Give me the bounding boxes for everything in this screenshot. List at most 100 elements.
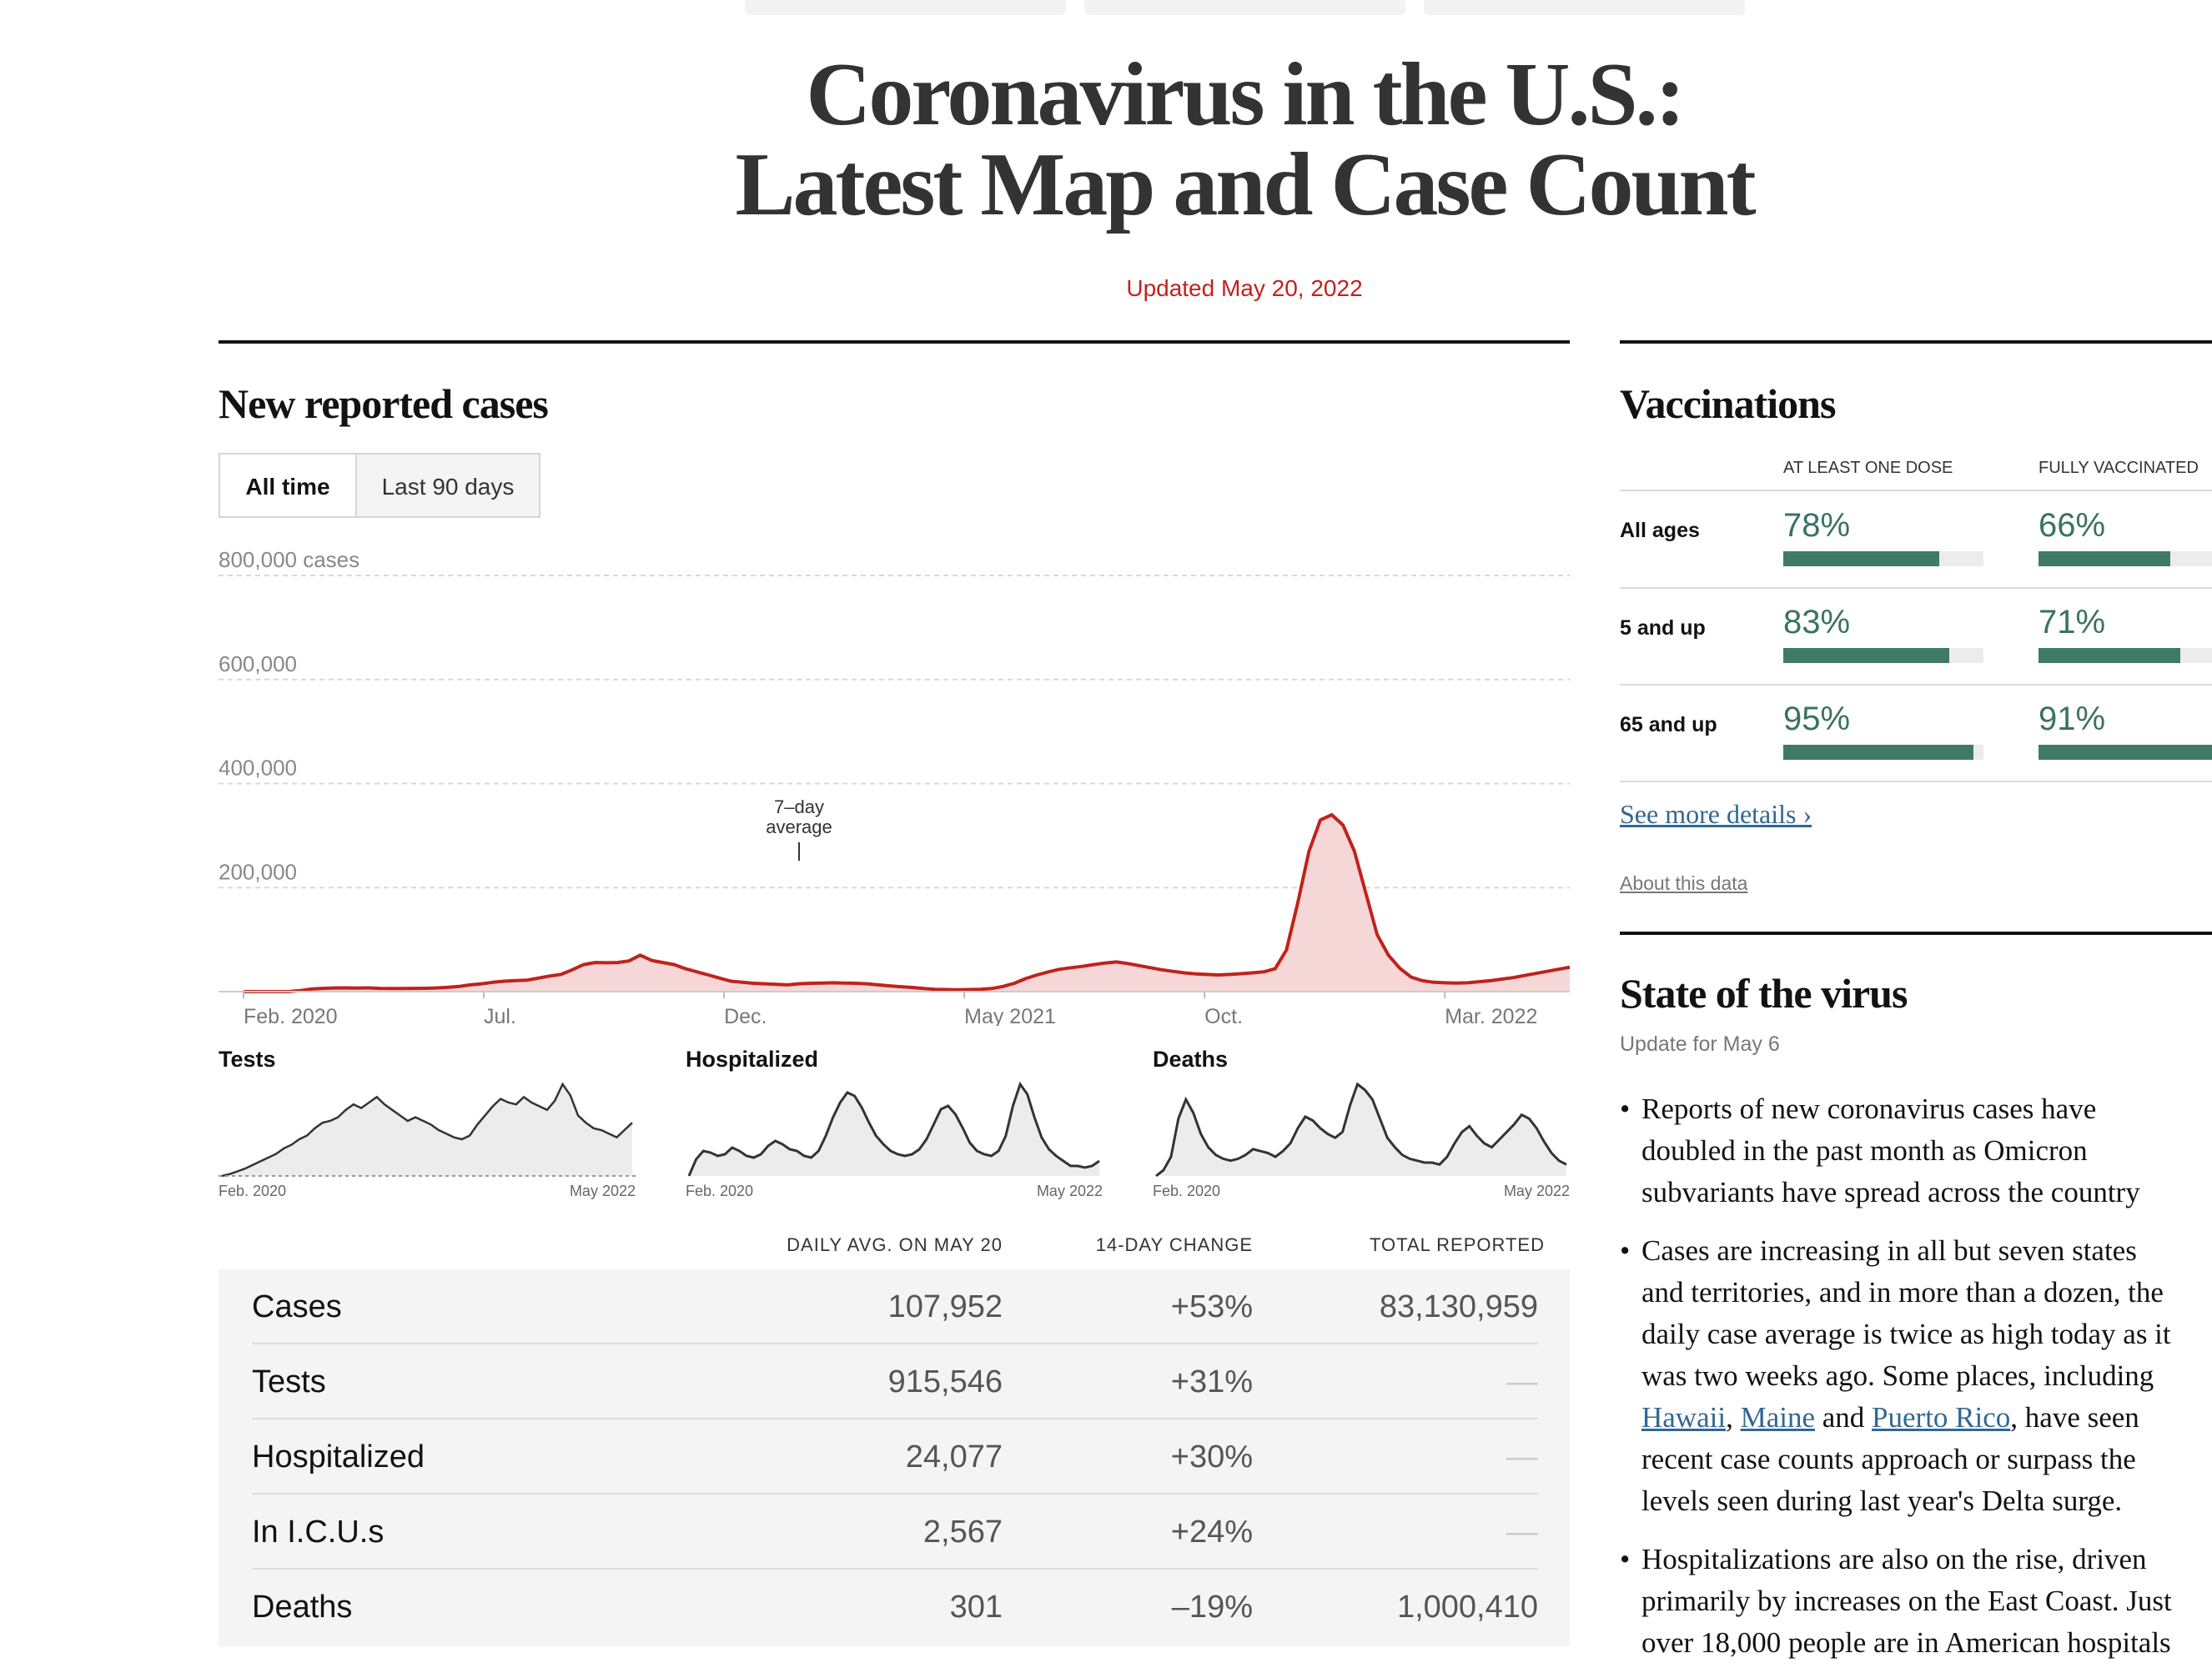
row-total: — — [1506, 1439, 1538, 1475]
x-tick-label: Dec. — [724, 1005, 767, 1026]
vacc-one-dose-bar — [1783, 551, 1983, 566]
mini-chart-tests-title: Tests — [219, 1047, 276, 1072]
toggle-last-90-days[interactable]: Last 90 days — [355, 453, 540, 518]
bullet-line: Cases are increasing in all but seven st… — [1641, 1234, 2137, 1267]
y-tick-label: 800,000 cases — [219, 547, 359, 572]
vacc-one-dose-bar-fill — [1783, 745, 1973, 760]
bullet-line: primarily by increases on the East Coast… — [1641, 1585, 2172, 1617]
row-change: +30% — [1170, 1439, 1253, 1475]
vacc-one-dose-bar-fill — [1783, 551, 1940, 566]
x-tick-label: May 2021 — [964, 1005, 1056, 1026]
row-daily: 915,546 — [887, 1364, 1003, 1399]
deaths-mini-area — [1156, 1084, 1566, 1176]
row-daily: 2,567 — [923, 1515, 1003, 1550]
x-tick-label: Jul. — [484, 1005, 516, 1026]
bullet-line: levels seen during last year's Delta sur… — [1641, 1485, 2123, 1517]
x-tick-label: Oct. — [1204, 1005, 1243, 1026]
toggle-all-time[interactable]: All time — [219, 453, 357, 518]
vacc-divider — [1620, 684, 2212, 686]
vacc-row-label: 65 and up — [1620, 713, 1717, 736]
mini-hosp-x-start: Feb. 2020 — [686, 1183, 754, 1199]
vacc-full-bar-fill — [2039, 551, 2171, 566]
deaths-mini-line — [1155, 1082, 1567, 1178]
row-divider — [252, 1343, 1538, 1344]
bullet-line: was two weeks ago. Some places, includin… — [1641, 1359, 2154, 1392]
page-title-line-1: Coronavirus in the U.S.: — [806, 45, 1685, 144]
row-change: +24% — [1170, 1515, 1253, 1550]
row-label: Hospitalized — [252, 1439, 425, 1475]
vaccinations-title: Vaccinations — [1620, 380, 1836, 427]
vacc-full-bar — [2039, 745, 2212, 760]
bullet-line: and territories, and in more than a doze… — [1641, 1276, 2164, 1309]
vacc-full-pct: 71% — [2039, 604, 2106, 641]
vacc-one-dose-pct: 95% — [1783, 701, 1851, 737]
vacc-one-dose-bar — [1783, 648, 1983, 663]
x-tick-label: Mar. 2022 — [1445, 1005, 1537, 1026]
vacc-full-pct: 91% — [2039, 701, 2106, 737]
tests-mini-line — [221, 1082, 633, 1178]
hawaii-link[interactable]: Hawaii — [1641, 1401, 1727, 1434]
row-total: 83,130,959 — [1379, 1289, 1538, 1324]
tests-mini-area — [222, 1084, 632, 1176]
main-rule — [219, 340, 1570, 344]
row-label: Cases — [252, 1289, 342, 1324]
bullet-line: recent case counts approach or surpass t… — [1641, 1443, 2136, 1475]
top-tab-1[interactable] — [745, 0, 1066, 15]
y-tick-label: 600,000 — [219, 651, 297, 676]
top-tab-2[interactable] — [1084, 0, 1405, 15]
hospitalized-mini-chart — [687, 1081, 1100, 1177]
state-of-virus-title: State of the virus — [1620, 970, 1908, 1017]
state-of-virus-update: Update for May 6 — [1620, 1032, 1780, 1056]
vacc-divider — [1620, 587, 2212, 589]
vacc-full-pct: 66% — [2039, 507, 2106, 544]
bullet-dot: • — [1620, 1093, 1631, 1125]
row-total: — — [1506, 1515, 1538, 1550]
updated-timestamp: Updated May 20, 2022 — [1126, 275, 1363, 301]
deaths-mini-chart — [1155, 1082, 1567, 1178]
mini-deaths-x-start: Feb. 2020 — [1153, 1183, 1221, 1199]
bullet-dot: • — [1620, 1543, 1631, 1575]
bullet-line: Reports of new coronavirus cases have — [1641, 1093, 2097, 1125]
table-row: Tests 915,546 +31% — — [219, 1344, 1570, 1419]
bullet-dot: • — [1620, 1234, 1631, 1267]
bullet-line: Hawaii, Maine and Puerto Rico, have seen — [1641, 1397, 2212, 1439]
page-title-line-2: Latest Map and Case Count — [735, 135, 1756, 234]
row-label: Deaths — [252, 1590, 353, 1625]
row-total: — — [1506, 1364, 1538, 1399]
cases-chart: 800,000 cases 600,000 400,000 200,000 Feb. … — [219, 547, 1570, 1026]
vacc-row-label: 5 and up — [1620, 616, 1706, 640]
cases-area — [244, 814, 1570, 992]
annotation-line-1: 7–day — [774, 796, 824, 817]
vacc-full-bar — [2039, 648, 2212, 663]
vacc-full-bar-fill — [2039, 745, 2212, 760]
table-header-change: 14-DAY CHANGE — [1095, 1234, 1253, 1255]
maine-link[interactable]: Maine — [1740, 1401, 1815, 1434]
bullet-line: Hospitalizations are also on the rise, d… — [1641, 1543, 2147, 1575]
row-daily: 107,952 — [887, 1289, 1003, 1324]
table-row: Hospitalized 24,077 +30% — — [219, 1419, 1570, 1495]
about-this-data-link[interactable]: About this data — [1620, 872, 1748, 894]
vacc-rule — [1620, 340, 2212, 344]
top-tab-3[interactable] — [1424, 0, 1745, 15]
bullet-item: • Hospitalizations are also on the rise,… — [1620, 1539, 2212, 1664]
vacc-full-bar-fill — [2039, 648, 2181, 663]
row-daily: 301 — [949, 1590, 1003, 1625]
row-label: In I.C.U.s — [252, 1515, 385, 1550]
table-header-daily: DAILY AVG. ON MAY 20 — [787, 1234, 1003, 1255]
row-change: +53% — [1170, 1289, 1253, 1324]
puerto-rico-link[interactable]: Puerto Rico — [1872, 1401, 2011, 1434]
page-title: Coronavirus in the U.S.: Latest Map and … — [0, 50, 2212, 230]
row-label: Tests — [252, 1364, 326, 1399]
see-more-details-link[interactable]: See more details › — [1620, 799, 1812, 829]
text-and: and — [1815, 1401, 1873, 1434]
mini-chart-hosp-title: Hospitalized — [686, 1047, 819, 1072]
y-tick-label: 200,000 — [219, 859, 297, 884]
bullet-line: daily case average is twice as high toda… — [1641, 1318, 2171, 1350]
mini-hosp-x-end: May 2022 — [1036, 1183, 1103, 1199]
vacc-one-dose-pct: 83% — [1783, 604, 1851, 641]
bullet-item: • Cases are increasing in all but seven … — [1620, 1230, 2212, 1522]
row-divider — [252, 1418, 1538, 1419]
mini-deaths-x-end: May 2022 — [1503, 1183, 1570, 1199]
row-change: –19% — [1171, 1590, 1253, 1625]
mini-tests-x-end: May 2022 — [569, 1183, 636, 1199]
